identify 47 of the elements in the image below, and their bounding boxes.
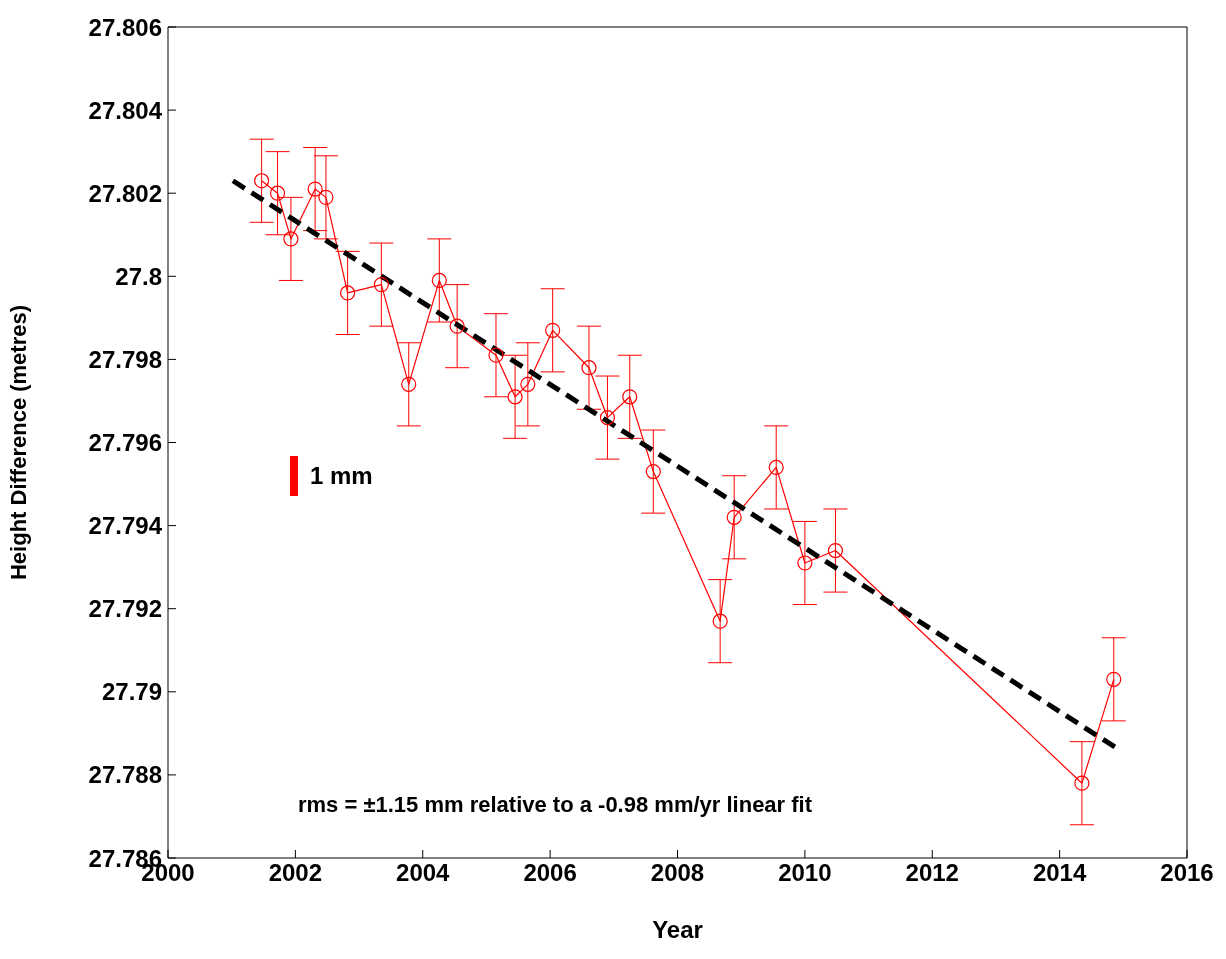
point	[254, 173, 270, 189]
x-tick-label: 2002	[268, 859, 323, 887]
point	[318, 189, 334, 205]
point	[340, 285, 356, 301]
point	[373, 277, 389, 293]
point	[545, 322, 561, 338]
x-tick-label: 2006	[523, 859, 577, 887]
point	[726, 509, 742, 525]
point	[581, 360, 597, 376]
y-tick-label: 27.796	[88, 429, 162, 457]
x-tick-label: 2014	[1032, 859, 1087, 887]
x-tick-label: 2008	[650, 859, 705, 887]
point	[507, 389, 523, 405]
point	[488, 347, 504, 363]
point	[283, 231, 299, 247]
y-tick-label: 27.798	[88, 345, 162, 373]
y-tick-label: 27.804	[88, 96, 163, 124]
x-tick-label: 2010	[778, 859, 832, 887]
point	[827, 542, 844, 559]
x-axis-title: Year	[652, 916, 703, 943]
y-tick-label: 27.802	[88, 179, 162, 207]
point	[307, 181, 323, 197]
x-tick-label: 2016	[1160, 859, 1214, 887]
point	[599, 409, 616, 426]
point	[768, 459, 784, 476]
point	[712, 613, 728, 629]
y-tick-label: 27.792	[88, 595, 162, 623]
point	[401, 376, 417, 392]
point	[1074, 775, 1090, 791]
x-tick-label: 2012	[905, 859, 959, 887]
annotation: rms = ±1.15 mm relative to a -0.98 mm/yr linear fit	[298, 792, 813, 818]
x-tick-label: 2004	[396, 859, 451, 887]
y-axis-title: Height Difference (metres)	[5, 304, 31, 581]
point	[645, 463, 661, 480]
annotation: 1 mm	[310, 462, 373, 490]
point	[269, 185, 286, 201]
y-tick-label: 27.79	[101, 678, 162, 706]
point	[520, 376, 536, 392]
point	[431, 272, 447, 289]
y-tick-label: 27.8	[115, 262, 162, 290]
point	[797, 555, 813, 571]
point	[622, 389, 638, 405]
y-tick-label: 27.794	[88, 512, 163, 540]
point	[449, 318, 465, 334]
point	[1106, 671, 1122, 687]
y-tick-label: 27.806	[88, 13, 162, 41]
y-tick-label: 27.788	[88, 761, 162, 789]
